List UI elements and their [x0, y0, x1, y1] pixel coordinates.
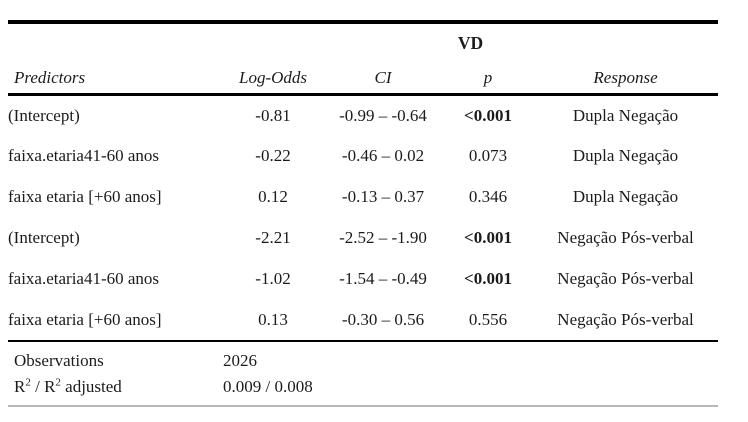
p-value-cell: <0.001 — [464, 105, 512, 125]
r-squared-row: R2 / R2 adjusted 0.009 / 0.008 — [8, 371, 718, 401]
dv-spacer — [8, 24, 223, 54]
observations-value: 2026 — [223, 339, 719, 371]
column-header-predictors: Predictors — [8, 54, 223, 96]
regression-table: VD Predictors Log-Odds CI p Response (In… — [8, 24, 719, 401]
r-squared-superscript: 2 — [25, 375, 31, 388]
r-squared-label-base: R — [14, 376, 26, 396]
column-header-p: p — [443, 54, 533, 96]
p-value-cell: <0.001 — [464, 228, 512, 247]
predictor-cell: faixa etaria [+60 anos] — [8, 309, 162, 329]
response-cell: Dupla Negação — [572, 146, 679, 165]
ci-cell: -2.52 – -1.90 — [339, 228, 427, 247]
ci-cell: -0.13 – 0.37 — [341, 187, 425, 206]
predictor-cell: (Intercept) — [8, 105, 80, 125]
response-cell: Negação Pós-verbal — [557, 309, 694, 329]
log-odds-cell: -1.02 — [255, 269, 291, 288]
p-value-cell: 0.346 — [468, 187, 508, 206]
predictor-cell: faixa etaria [+60 anos] — [8, 187, 162, 206]
r-squared-label: R2 / R2 adjusted — [8, 371, 223, 401]
r-squared-label-mid: / R — [30, 376, 56, 396]
p-value-cell: 0.073 — [468, 146, 508, 165]
p-value-cell: <0.001 — [464, 269, 512, 288]
r-squared-superscript: 2 — [55, 375, 61, 388]
log-odds-cell: 0.13 — [258, 309, 288, 329]
log-odds-cell: -0.22 — [255, 146, 291, 165]
response-cell: Dupla Negação — [572, 105, 679, 125]
column-header-ci: CI — [323, 54, 443, 96]
table-row: faixa etaria [+60 anos] 0.12 -0.13 – 0.3… — [8, 177, 718, 218]
observations-row: Observations 2026 — [8, 339, 719, 371]
log-odds-cell: -2.21 — [255, 228, 291, 247]
ci-cell: -0.30 – 0.56 — [341, 309, 425, 329]
r-squared-label-rest: adjusted — [60, 376, 122, 396]
column-header-response: Response — [533, 54, 719, 96]
response-cell: Negação Pós-verbal — [557, 269, 694, 288]
p-value-cell: 0.556 — [468, 309, 508, 329]
table-bottom-double-rule — [8, 404, 718, 407]
table-row: (Intercept) -0.81 -0.99 – -0.64 <0.001 D… — [8, 95, 718, 136]
table-row: faixa.etaria41-60 anos -1.02 -1.54 – -0.… — [8, 259, 718, 300]
log-odds-cell: -0.81 — [255, 105, 291, 125]
dependent-variable-label: VD — [457, 33, 484, 53]
observations-label: Observations — [8, 339, 223, 371]
predictor-cell: (Intercept) — [8, 228, 80, 247]
table-row: (Intercept) -2.21 -2.52 – -1.90 <0.001 N… — [8, 218, 718, 259]
r-squared-value: 0.009 / 0.008 — [223, 376, 313, 396]
ci-cell: -0.99 – -0.64 — [339, 105, 427, 125]
response-cell: Negação Pós-verbal — [557, 228, 694, 247]
ci-cell: -1.54 – -0.49 — [339, 269, 427, 288]
ci-cell: -0.46 – 0.02 — [341, 146, 425, 165]
regression-table-page: VD Predictors Log-Odds CI p Response (In… — [0, 20, 748, 422]
predictor-cell: faixa.etaria41-60 anos — [8, 146, 160, 165]
response-cell: Dupla Negação — [572, 187, 679, 206]
table-row: faixa etaria [+60 anos] 0.13 -0.30 – 0.5… — [8, 300, 718, 341]
dependent-variable-row: VD — [8, 24, 718, 54]
table-top-double-rule — [8, 20, 718, 24]
predictor-cell: faixa.etaria41-60 anos — [8, 269, 160, 288]
column-header-log-odds: Log-Odds — [223, 54, 323, 96]
column-header-row: Predictors Log-Odds CI p Response — [8, 54, 719, 96]
table-row: faixa.etaria41-60 anos -0.22 -0.46 – 0.0… — [8, 136, 718, 177]
log-odds-cell: 0.12 — [258, 187, 288, 206]
